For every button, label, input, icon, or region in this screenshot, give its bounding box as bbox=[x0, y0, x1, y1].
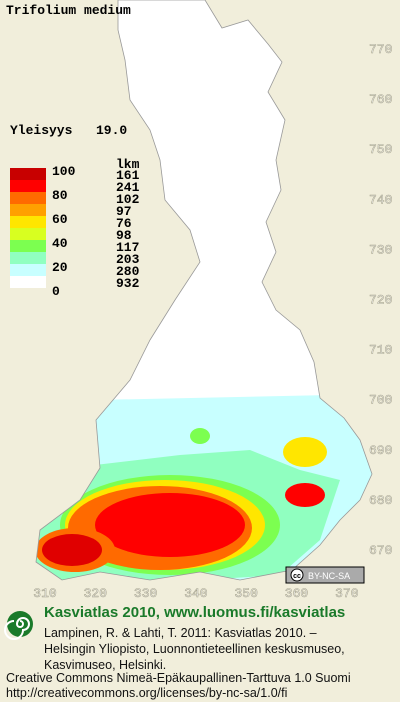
legend-swatch bbox=[10, 240, 46, 252]
legend-scale-label: 100 bbox=[52, 164, 76, 179]
easting-label: 320 bbox=[84, 586, 107, 601]
legend-count: 203 bbox=[116, 252, 140, 267]
legend-swatch bbox=[10, 252, 46, 264]
citation-line: Helsingin Yliopisto, Luonnontieteellinen… bbox=[44, 642, 345, 656]
legend-swatch bbox=[10, 228, 46, 240]
legend-swatch bbox=[10, 216, 46, 228]
legend-count: 280 bbox=[116, 264, 140, 279]
legend-count: 76 bbox=[116, 216, 132, 231]
zone-red bbox=[95, 493, 245, 557]
frequency-label: Yleisyys bbox=[10, 123, 73, 138]
cc-badge: cc BY-NC-SA bbox=[285, 566, 365, 584]
legend-count: 161 bbox=[116, 168, 140, 183]
legend-scale-label: 40 bbox=[52, 236, 68, 251]
easting-label: 370 bbox=[335, 586, 358, 601]
northing-label: 730 bbox=[369, 242, 392, 257]
northing-label: 680 bbox=[369, 493, 392, 508]
legend-scale-label: 0 bbox=[52, 284, 60, 299]
easting-label: 340 bbox=[184, 586, 207, 601]
legend-count: 117 bbox=[116, 240, 139, 255]
legend-swatch bbox=[10, 276, 46, 288]
legend-swatch bbox=[10, 264, 46, 276]
license-line: Creative Commons Nimeä-Epäkaupallinen-Ta… bbox=[6, 671, 351, 685]
zone-east-red bbox=[285, 483, 325, 507]
legend-scale-label: 60 bbox=[52, 212, 68, 227]
legend-count: 97 bbox=[116, 204, 132, 219]
legend-scale-label: 20 bbox=[52, 260, 68, 275]
license-line: http://creativecommons.org/licenses/by-n… bbox=[6, 686, 287, 700]
citation-line: Lampinen, R. & Lahti, T. 2011: Kasviatla… bbox=[44, 626, 317, 640]
frequency-value: 19.0 bbox=[96, 123, 127, 138]
legend-scale-label: 80 bbox=[52, 188, 68, 203]
legend-count: 102 bbox=[116, 192, 140, 207]
northing-label: 770 bbox=[369, 42, 392, 57]
northing-label: 740 bbox=[369, 192, 392, 207]
legend-swatch bbox=[10, 204, 46, 216]
zone-spot bbox=[190, 428, 210, 444]
map-title: Trifolium medium bbox=[6, 3, 131, 18]
map-area bbox=[36, 0, 372, 580]
northing-label: 720 bbox=[369, 293, 392, 308]
citation-line: Kasvimuseo, Helsinki. bbox=[44, 658, 166, 672]
badge-text: BY-NC-SA bbox=[308, 571, 350, 581]
zone-red-w bbox=[42, 534, 102, 566]
northing-label: 760 bbox=[369, 92, 392, 107]
count-header: lkm bbox=[116, 157, 140, 172]
easting-label: 310 bbox=[33, 586, 56, 601]
legend-swatch bbox=[10, 168, 46, 180]
legend-count: 241 bbox=[116, 180, 140, 195]
map-outline bbox=[35, 0, 373, 581]
svg-text:cc: cc bbox=[293, 573, 301, 580]
site-link: Kasviatlas 2010, www.luomus.fi/kasviatla… bbox=[44, 604, 345, 621]
legend-count: 932 bbox=[116, 276, 140, 291]
easting-label: 330 bbox=[134, 586, 157, 601]
zone-east bbox=[283, 437, 327, 467]
legend-swatch bbox=[10, 192, 46, 204]
northing-label: 710 bbox=[369, 343, 392, 358]
northing-label: 750 bbox=[369, 142, 392, 157]
logo bbox=[4, 611, 33, 640]
easting-label: 360 bbox=[285, 586, 308, 601]
northing-label: 690 bbox=[369, 443, 392, 458]
legend-swatch bbox=[10, 180, 46, 192]
northing-label: 670 bbox=[369, 543, 392, 558]
legend-count: 98 bbox=[116, 228, 132, 243]
easting-label: 350 bbox=[234, 586, 257, 601]
northing-label: 700 bbox=[369, 393, 392, 408]
